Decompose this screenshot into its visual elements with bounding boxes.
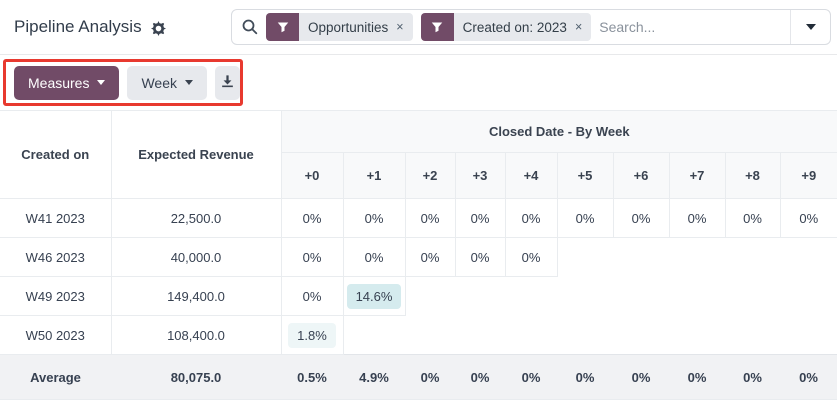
facet-text: Created on: 2023 bbox=[462, 19, 567, 35]
average-revenue: 80,075.0 bbox=[111, 354, 281, 400]
interval-button[interactable]: Week bbox=[127, 65, 208, 100]
average-cell: 0% bbox=[405, 354, 455, 400]
cohort-cell[interactable]: 0% bbox=[669, 198, 726, 238]
cohort-cell[interactable]: 1.8% bbox=[281, 315, 344, 355]
row-label: W46 2023 bbox=[0, 237, 112, 277]
gear-icon[interactable] bbox=[150, 20, 166, 36]
filter-facet-opportunities: Opportunities × bbox=[266, 13, 413, 41]
control-panel-header: Pipeline Analysis Opportunities × bbox=[0, 0, 837, 55]
group-header-row: Created on Expected Revenue Closed Date … bbox=[0, 110, 837, 199]
cohort-cell[interactable]: 0% bbox=[343, 237, 406, 277]
facet-remove-icon[interactable]: × bbox=[574, 19, 583, 34]
cohort-cell[interactable]: 0% bbox=[505, 198, 558, 238]
cohort-column-header: +6 bbox=[613, 152, 670, 199]
download-icon bbox=[220, 74, 235, 92]
filter-icon bbox=[266, 13, 299, 41]
average-label: Average bbox=[0, 354, 111, 400]
average-cell: 0% bbox=[557, 354, 613, 400]
cohort-column-header: +4 bbox=[505, 152, 558, 199]
cohort-column-header: +9 bbox=[780, 152, 837, 199]
average-cell: 0% bbox=[669, 354, 725, 400]
cohort-cell[interactable]: 0% bbox=[780, 198, 837, 238]
search-icon bbox=[242, 19, 258, 35]
empty-cohort-region bbox=[405, 276, 837, 316]
cohort-cell[interactable]: 0% bbox=[557, 198, 614, 238]
row-label: W49 2023 bbox=[0, 276, 112, 316]
search-bar: Opportunities × Created on: 2023 × bbox=[231, 9, 831, 45]
average-cell: 0% bbox=[780, 354, 837, 400]
cohort-cell[interactable]: 0% bbox=[343, 198, 406, 238]
table-row: W46 2023 40,000.0 0% 0% 0% 0% 0% bbox=[0, 237, 837, 277]
measures-button-label: Measures bbox=[28, 74, 90, 91]
expected-revenue-cell: 108,400.0 bbox=[111, 315, 282, 355]
highlighted-value: 14.6% bbox=[346, 283, 402, 309]
search-input[interactable] bbox=[599, 10, 790, 44]
row-label: W41 2023 bbox=[0, 198, 112, 238]
average-cell: 0% bbox=[613, 354, 669, 400]
caret-down-icon bbox=[97, 80, 106, 85]
highlighted-value: 1.8% bbox=[288, 322, 336, 348]
filter-facet-created-on: Created on: 2023 × bbox=[420, 13, 592, 41]
cohort-column-header: +0 bbox=[281, 152, 344, 199]
measures-button[interactable]: Measures bbox=[14, 65, 120, 100]
download-button[interactable] bbox=[215, 65, 240, 100]
column-header-expected-revenue: Expected Revenue bbox=[111, 110, 282, 199]
cohort-column-header: +3 bbox=[455, 152, 506, 199]
cohort-column-header: +8 bbox=[725, 152, 781, 199]
group-header-closed-date: Closed Date - By Week bbox=[281, 110, 837, 153]
cohort-cell[interactable]: 0% bbox=[405, 198, 456, 238]
average-cell: 0.5% bbox=[281, 354, 343, 400]
expected-revenue-cell: 149,400.0 bbox=[111, 276, 282, 316]
cohort-cell[interactable]: 0% bbox=[281, 198, 344, 238]
cohort-column-header: +2 bbox=[405, 152, 456, 199]
cohort-cell[interactable]: 0% bbox=[455, 198, 506, 238]
cohort-cell[interactable]: 0% bbox=[613, 198, 670, 238]
annotation-highlight-box: Measures Week bbox=[3, 59, 243, 106]
table-row: W50 2023 108,400.0 1.8% bbox=[0, 315, 837, 355]
cohort-cell[interactable]: 14.6% bbox=[343, 276, 406, 316]
average-cell: 0% bbox=[455, 354, 505, 400]
facet-text: Opportunities bbox=[308, 19, 389, 35]
table-row: W49 2023 149,400.0 0% 14.6% bbox=[0, 276, 837, 316]
empty-cohort-region bbox=[557, 237, 837, 277]
average-cell: 4.9% bbox=[343, 354, 405, 400]
cohort-column-header: +7 bbox=[669, 152, 726, 199]
interval-button-label: Week bbox=[141, 74, 178, 91]
caret-down-icon bbox=[185, 80, 194, 85]
table-row: W41 2023 22,500.0 0% 0% 0% 0% 0% 0% 0% 0… bbox=[0, 198, 837, 238]
cohort-column-header: +1 bbox=[343, 152, 406, 199]
filter-icon bbox=[420, 13, 454, 41]
breadcrumb: Pipeline Analysis bbox=[14, 17, 166, 37]
cohort-cell[interactable]: 0% bbox=[505, 237, 558, 277]
cohort-cell[interactable]: 0% bbox=[725, 198, 781, 238]
expected-revenue-cell: 40,000.0 bbox=[111, 237, 282, 277]
cohort-table: Created on Expected Revenue Closed Date … bbox=[0, 110, 837, 400]
cohort-cell[interactable]: 0% bbox=[405, 237, 456, 277]
average-cell: 0% bbox=[505, 354, 557, 400]
average-row: Average 80,075.0 0.5% 4.9% 0% 0% 0% 0% 0… bbox=[0, 354, 837, 400]
cohort-cell[interactable]: 0% bbox=[455, 237, 506, 277]
cohort-column-header: +5 bbox=[557, 152, 614, 199]
view-toolbar: Measures Week bbox=[0, 55, 837, 110]
facet-remove-icon[interactable]: × bbox=[396, 19, 404, 34]
column-header-created-on: Created on bbox=[0, 110, 112, 199]
row-label: W50 2023 bbox=[0, 315, 112, 355]
facet-label: Opportunities × bbox=[299, 13, 413, 41]
expected-revenue-cell: 22,500.0 bbox=[111, 198, 282, 238]
page-title: Pipeline Analysis bbox=[14, 17, 142, 36]
cohort-cell[interactable]: 0% bbox=[281, 237, 344, 277]
cohort-columns-row: +0 +1 +2 +3 +4 +5 +6 +7 +8 +9 bbox=[0, 152, 837, 199]
search-dropdown-toggle[interactable] bbox=[790, 10, 830, 44]
average-cell: 0% bbox=[725, 354, 780, 400]
facet-label: Created on: 2023 × bbox=[453, 13, 592, 41]
empty-cohort-region bbox=[343, 315, 837, 355]
caret-down-icon bbox=[805, 24, 816, 30]
cohort-cell[interactable]: 0% bbox=[281, 276, 344, 316]
